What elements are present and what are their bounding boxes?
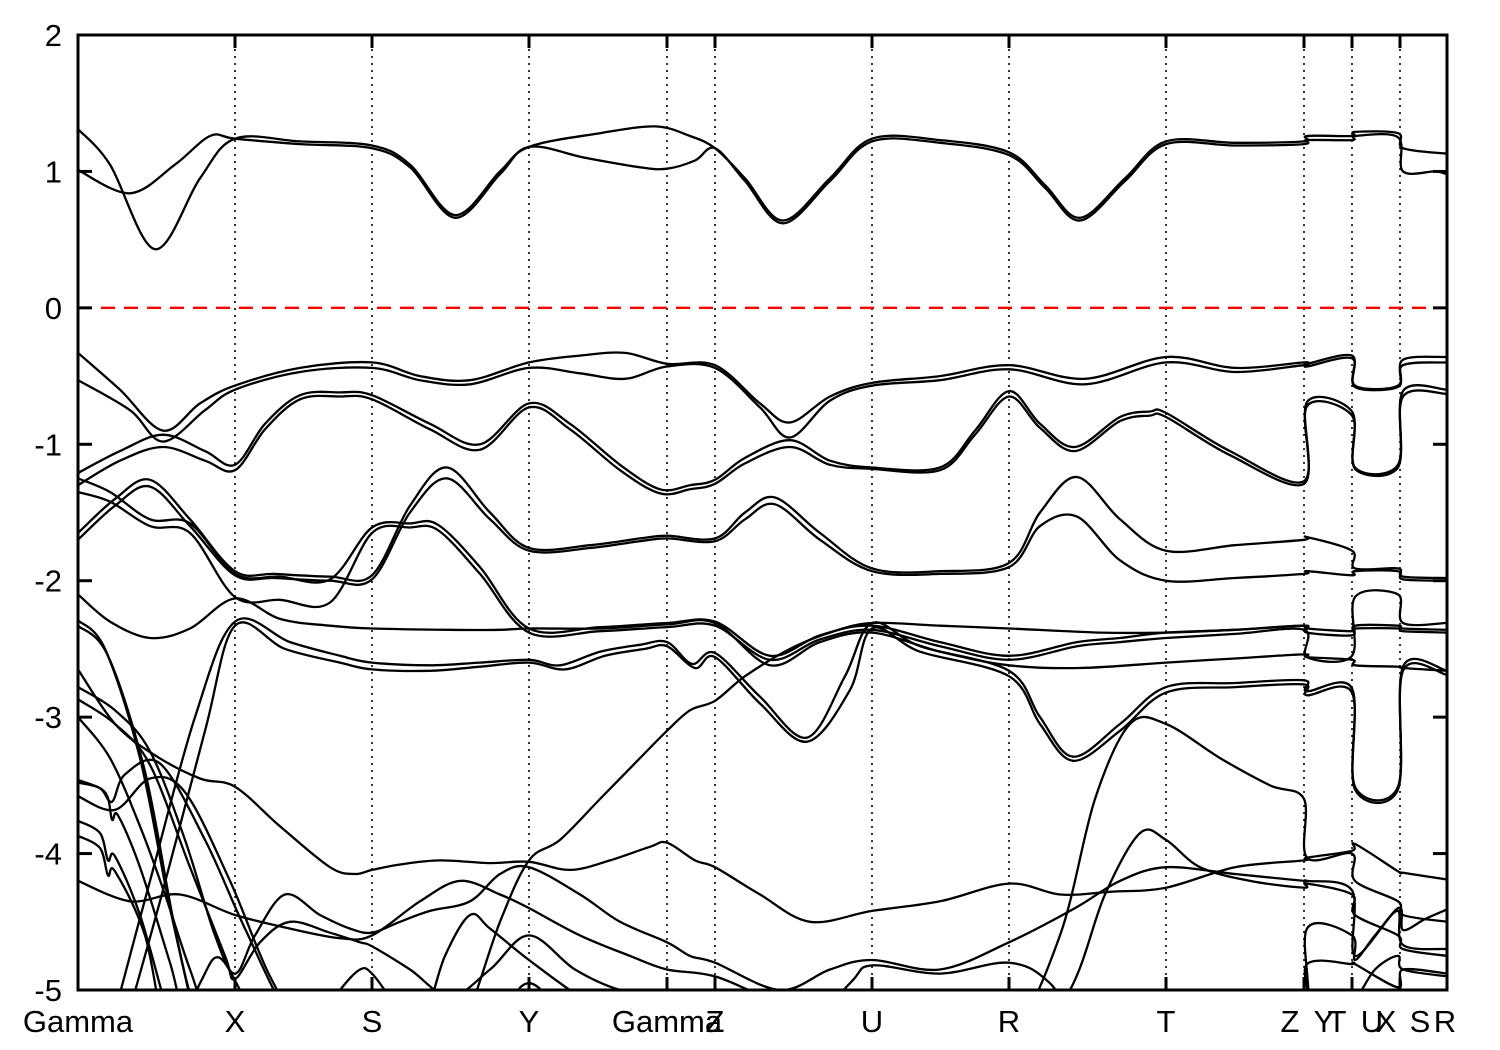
- y-axis-labels: 2 1 0 -1 -2 -3 -4 -5: [34, 18, 62, 1008]
- band-val-5: [79, 466, 1446, 583]
- band-val-4: [79, 389, 1446, 496]
- y-tick-label-1: 1: [45, 154, 62, 189]
- y-tick-label--5: -5: [34, 973, 62, 1008]
- band-val-10: [134, 621, 1446, 989]
- kpoint-label-3-Y: Y: [519, 1004, 540, 1039]
- y-tick-label-2: 2: [45, 18, 62, 53]
- kpoint-label-0-Gamma: Gamma: [23, 1004, 134, 1039]
- kpoint-label-13-X: X: [1376, 1004, 1397, 1039]
- y-tick-label-0: 0: [45, 291, 62, 326]
- band-val-7: [79, 477, 1446, 657]
- band-val-19: [79, 758, 1446, 989]
- band-val-15: [79, 621, 1446, 989]
- band-val-12: [79, 668, 1446, 924]
- band-val-17: [79, 820, 1446, 989]
- band-val-16: [79, 779, 1446, 989]
- band-val-6: [79, 477, 1446, 586]
- band-curves: [79, 125, 1446, 989]
- y-tick-label--1: -1: [34, 427, 62, 462]
- kpoint-label-11-T: T: [1328, 1004, 1347, 1039]
- plot-border: [76, 33, 1449, 992]
- band-val-3: [79, 384, 1446, 492]
- band-val-18: [79, 835, 1410, 989]
- kpoint-label-7-R: R: [998, 1004, 1020, 1039]
- axis-ticks: [76, 35, 1449, 990]
- kpoint-label-14-S: S: [1410, 1004, 1431, 1039]
- kpoint-label-10-Y: Y: [1314, 1004, 1335, 1039]
- kpoint-label-2-S: S: [362, 1004, 383, 1039]
- kpoint-label-8-T: T: [1157, 1004, 1176, 1039]
- band-val-1: [79, 351, 1446, 432]
- y-tick-label--2: -2: [34, 564, 62, 599]
- kpoint-label-15-R: R: [1434, 1004, 1456, 1039]
- kpoint-label-6-U: U: [861, 1004, 883, 1039]
- band-val-9: [119, 617, 1446, 989]
- band-val-2: [79, 356, 1446, 443]
- band-val-22: [79, 619, 190, 989]
- y-tick-label--3: -3: [34, 700, 62, 735]
- y-tick-label--4: -4: [34, 837, 62, 872]
- kpoint-label-1-X: X: [225, 1004, 246, 1039]
- band-val-14: [79, 698, 1446, 989]
- band-val-23: [79, 625, 190, 989]
- kpoint-gridlines: [234, 35, 1401, 990]
- band-val-13: [79, 686, 1446, 989]
- band-val-11: [79, 593, 1446, 672]
- kpoint-label-5-Z: Z: [706, 1004, 725, 1039]
- band-val-20: [79, 715, 1446, 989]
- kpoint-label-4-Gamma: Gamma: [612, 1004, 723, 1039]
- band-cond-2: [79, 133, 1446, 225]
- kpoint-label-9-Z: Z: [1281, 1004, 1300, 1039]
- band-val-21: [79, 879, 1310, 989]
- kpoint-label-12-U: U: [1361, 1004, 1383, 1039]
